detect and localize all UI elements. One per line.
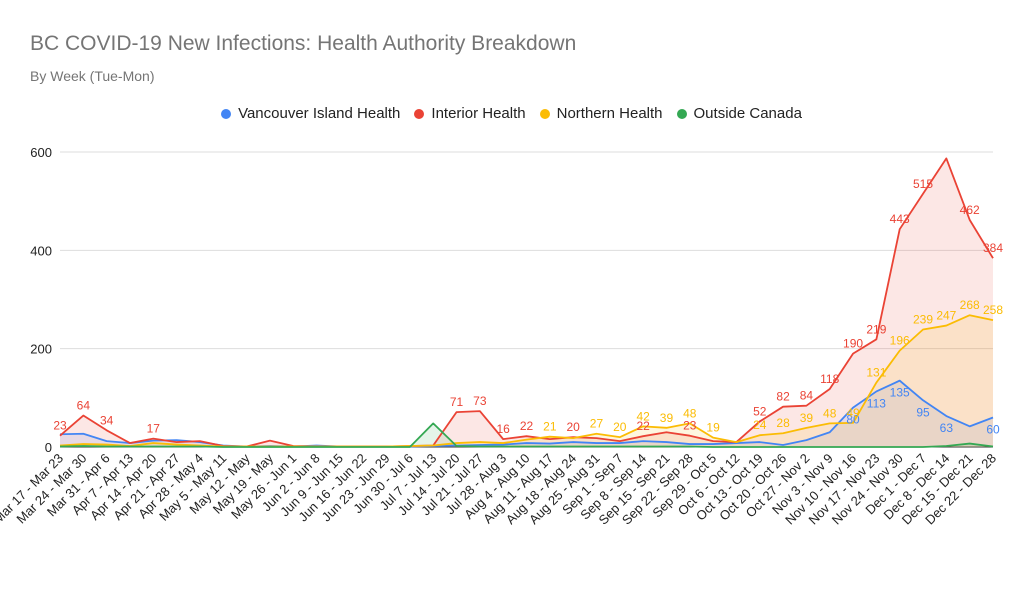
chart-title: BC COVID-19 New Infections: Health Autho… <box>30 32 577 55</box>
data-label: 239 <box>913 312 933 326</box>
series-area <box>60 158 993 447</box>
data-label: 48 <box>683 406 697 420</box>
data-label: 113 <box>867 396 886 410</box>
data-label: 27 <box>590 417 604 431</box>
data-label: 84 <box>800 389 814 403</box>
data-label: 19 <box>706 421 720 435</box>
legend-item: Interior Health <box>414 105 526 122</box>
data-label: 64 <box>77 399 91 413</box>
data-label: 16 <box>496 422 510 436</box>
data-label: 28 <box>776 416 790 430</box>
data-label: 268 <box>960 298 980 312</box>
data-label: 22 <box>636 419 650 433</box>
data-label: 52 <box>753 404 767 418</box>
data-label: 384 <box>983 241 1003 255</box>
y-tick-label: 400 <box>30 243 52 258</box>
data-label: 24 <box>753 418 767 432</box>
data-label: 190 <box>843 337 863 351</box>
legend-label: Vancouver Island Health <box>238 105 401 122</box>
data-label: 82 <box>776 390 790 404</box>
data-label: 42 <box>636 409 650 423</box>
y-tick-label: 600 <box>30 145 52 160</box>
data-label: 49 <box>846 406 860 420</box>
legend-label: Interior Health <box>431 105 526 122</box>
data-label: 17 <box>147 422 161 436</box>
data-label: 20 <box>566 420 580 434</box>
legend-swatch <box>221 108 232 119</box>
chart-subtitle: By Week (Tue-Mon) <box>30 68 155 84</box>
legend-swatch <box>414 108 425 119</box>
legend-item: Northern Health <box>539 105 663 122</box>
data-label: 39 <box>800 411 814 425</box>
data-label: 60 <box>986 423 1000 437</box>
series-line <box>59 157 994 448</box>
data-label: 21 <box>543 420 557 434</box>
data-label: 23 <box>683 419 697 433</box>
series-area <box>60 380 993 447</box>
data-label: 247 <box>936 309 956 323</box>
legend-swatch <box>676 108 687 119</box>
data-label: 73 <box>473 394 487 408</box>
data-label: 131 <box>866 366 886 380</box>
data-label: 135 <box>890 386 910 400</box>
data-label: 443 <box>890 212 910 226</box>
data-label: 71 <box>450 395 464 409</box>
data-label: 34 <box>100 413 114 427</box>
data-label: 219 <box>866 322 886 336</box>
data-label: 80 <box>846 413 860 427</box>
data-label: 258 <box>983 303 1003 317</box>
legend: Vancouver Island Health Interior Health No… <box>0 105 1023 122</box>
y-tick-label: 0 <box>45 440 52 455</box>
legend-item: Vancouver Island Health <box>221 105 400 122</box>
data-label: 39 <box>660 411 674 425</box>
legend-label: Outside Canada <box>693 105 802 122</box>
data-label: 23 <box>53 419 67 433</box>
data-label: 95 <box>916 405 930 419</box>
y-tick-label: 200 <box>30 342 52 357</box>
series-area <box>60 315 993 447</box>
data-label: 196 <box>890 334 910 348</box>
legend-swatch <box>539 108 550 119</box>
data-label: 515 <box>913 177 933 191</box>
data-label: 48 <box>823 406 837 420</box>
data-label: 118 <box>820 372 839 386</box>
legend-label: Northern Health <box>556 105 663 122</box>
series-line <box>59 422 994 448</box>
data-label: 22 <box>520 419 534 433</box>
legend-item: Outside Canada <box>676 105 802 122</box>
data-label: 20 <box>613 420 627 434</box>
data-label: 462 <box>960 203 980 217</box>
data-label: 63 <box>940 421 954 435</box>
